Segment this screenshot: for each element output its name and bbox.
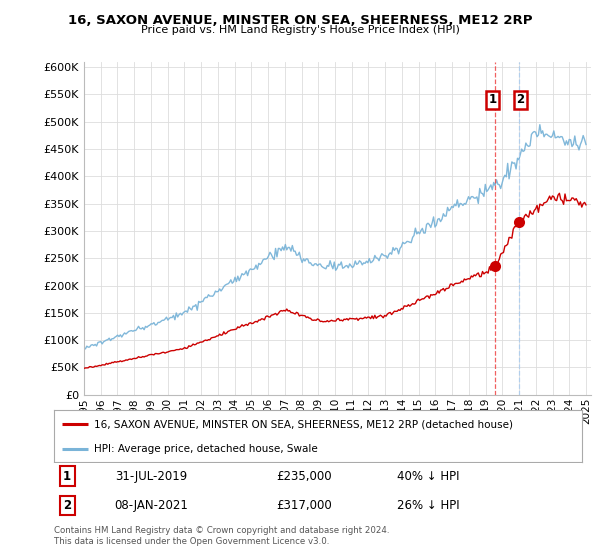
Text: 16, SAXON AVENUE, MINSTER ON SEA, SHEERNESS, ME12 2RP (detached house): 16, SAXON AVENUE, MINSTER ON SEA, SHEERN… [94,419,512,430]
Text: 2: 2 [516,94,524,106]
Text: 26% ↓ HPI: 26% ↓ HPI [397,499,460,512]
Text: HPI: Average price, detached house, Swale: HPI: Average price, detached house, Swal… [94,444,317,454]
Text: Contains HM Land Registry data © Crown copyright and database right 2024.
This d: Contains HM Land Registry data © Crown c… [54,526,389,546]
Text: 08-JAN-2021: 08-JAN-2021 [115,499,188,512]
Text: 2: 2 [63,499,71,512]
Text: 40% ↓ HPI: 40% ↓ HPI [397,469,460,483]
Text: 1: 1 [63,469,71,483]
Text: 31-JUL-2019: 31-JUL-2019 [115,469,187,483]
Text: 1: 1 [488,94,497,106]
Text: £317,000: £317,000 [276,499,332,512]
Text: 16, SAXON AVENUE, MINSTER ON SEA, SHEERNESS, ME12 2RP: 16, SAXON AVENUE, MINSTER ON SEA, SHEERN… [68,14,532,27]
Text: £235,000: £235,000 [276,469,331,483]
Text: Price paid vs. HM Land Registry's House Price Index (HPI): Price paid vs. HM Land Registry's House … [140,25,460,35]
